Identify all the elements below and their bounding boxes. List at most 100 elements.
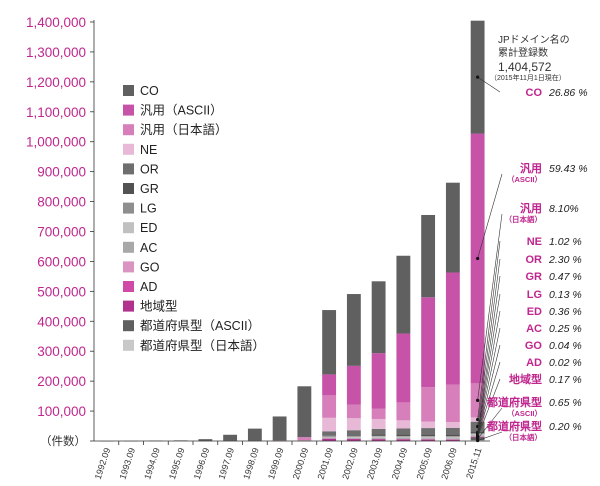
bar-segment: [346, 404, 361, 419]
share-percent: 0.36 %: [549, 306, 582, 318]
bar-segment: [396, 333, 411, 403]
bars: [99, 20, 485, 442]
share-sublabel: （日本語）: [505, 432, 543, 442]
bar-segment: [223, 434, 238, 441]
share-percent: 0.47 %: [549, 271, 582, 283]
bar-segment: [396, 428, 411, 435]
bar-segment: [322, 437, 337, 439]
leader-dot: [476, 256, 480, 261]
y-tick-label: 100,000: [37, 404, 86, 419]
bar-segment: [346, 438, 361, 441]
legend-label: GO: [140, 260, 160, 274]
share-label: AD: [526, 357, 542, 369]
legend-swatch: [123, 104, 134, 116]
legend-swatch: [123, 85, 134, 96]
leader-line: [477, 173, 503, 259]
leader-line: [477, 344, 501, 437]
x-tick-label: 1992.09: [93, 447, 113, 481]
bar-segment: [322, 431, 337, 436]
leader-line: [477, 213, 503, 401]
y-tick-label: 300,000: [37, 344, 86, 359]
bar-segment: [322, 435, 337, 437]
legend-label: OR: [140, 162, 159, 176]
x-tick-label: 1996.09: [192, 447, 212, 481]
bar-segment: [445, 422, 460, 428]
y-tick-label: 200,000: [37, 374, 86, 389]
bar-segment: [371, 436, 386, 438]
share-percent: 0.25 %: [549, 323, 582, 335]
bar-segment: [445, 434, 460, 437]
legend-box: [115, 78, 267, 366]
bar-segment: [396, 436, 411, 439]
legend: CO 汎用（ASCII） 汎用（日本語） NE OR GR LG ED AC GO AD 地域型都道府…: [115, 78, 267, 366]
legend-label: GR: [140, 182, 159, 196]
x-tick-label: 2000.09: [291, 447, 311, 481]
bar-segment: [371, 434, 386, 436]
share-percent: 59.43 %: [549, 163, 588, 175]
bar-segment: [322, 374, 337, 396]
share-percent: 0.20 %: [549, 421, 582, 433]
leader-dot: [476, 75, 480, 79]
share-label: GR: [526, 271, 543, 283]
bar-segment: [396, 435, 411, 437]
share-annotations: CO 26.86 %汎用（ASCII）59.43 %汎用（日本語）8.10%NE 1…: [486, 87, 588, 442]
x-tick-label: 2003.09: [365, 447, 385, 481]
legend-swatch: [123, 124, 134, 136]
total-note: （2015年11月1日現在）: [490, 73, 566, 82]
y-tick-label: 800,000: [37, 195, 86, 210]
share-percent: 2.30 %: [548, 254, 582, 266]
total-caption-line1: JPドメイン名の: [498, 33, 570, 46]
bar-segment: [346, 418, 361, 431]
share-label: 汎用: [520, 201, 542, 215]
bar-segment: [421, 297, 436, 388]
legend-label: ED: [140, 221, 157, 235]
bar-segment: [346, 435, 361, 437]
bar-segment: [396, 434, 411, 436]
bar-segment: [421, 387, 436, 422]
bar-segment: [346, 437, 361, 439]
share-percent: 0.02 %: [549, 357, 582, 369]
x-tick-label: 2005.09: [414, 447, 434, 481]
bar-segment: [421, 439, 436, 441]
legend-swatch: [123, 222, 134, 234]
leader-dot: [476, 438, 480, 443]
bar-segment: [396, 255, 411, 334]
bar-segment: [346, 365, 361, 405]
y-tick-label: 900,000: [37, 165, 86, 180]
legend-swatch: [123, 241, 134, 253]
leader-line: [477, 378, 501, 438]
bar-segment: [247, 428, 262, 441]
unit-label: （件数）: [40, 434, 86, 448]
bar-segment: [445, 438, 460, 440]
leader-line: [477, 275, 501, 433]
share-label: 都道府県型: [486, 395, 542, 409]
share-percent: 0.17 %: [549, 374, 582, 386]
bar-segment: [445, 436, 460, 437]
bar-segment: [297, 437, 312, 441]
y-tick-label: 1,300,000: [26, 45, 86, 60]
legend-swatch: [123, 300, 134, 312]
legend-label: 都道府県型（日本語）: [140, 338, 265, 353]
bar-segment: [371, 353, 386, 409]
bar-segment: [445, 182, 460, 273]
bar-segment: [371, 428, 386, 435]
share-label: AC: [526, 323, 542, 335]
x-tick-label: 1998.09: [241, 447, 261, 481]
bar-segment: [322, 438, 337, 441]
legend-label: AD: [140, 280, 157, 294]
bar-segment: [346, 436, 361, 438]
bar-segment: [371, 281, 386, 354]
x-tick-label: 2006.09: [439, 447, 459, 481]
legend-label: LG: [140, 202, 157, 216]
legend-label: 都道府県型（ASCII）: [140, 318, 260, 333]
leader-line: [477, 240, 501, 420]
leader-line: [477, 407, 503, 439]
bar-segment: [445, 272, 460, 385]
share-sublabel: （ASCII）: [507, 408, 542, 418]
bar-segment: [198, 439, 213, 441]
bar-segment: [371, 435, 386, 437]
x-tick-label: 1995.09: [167, 447, 187, 481]
leader-line: [477, 361, 501, 437]
legend-swatch: [123, 143, 134, 155]
total-value: 1,404,572: [498, 60, 552, 74]
